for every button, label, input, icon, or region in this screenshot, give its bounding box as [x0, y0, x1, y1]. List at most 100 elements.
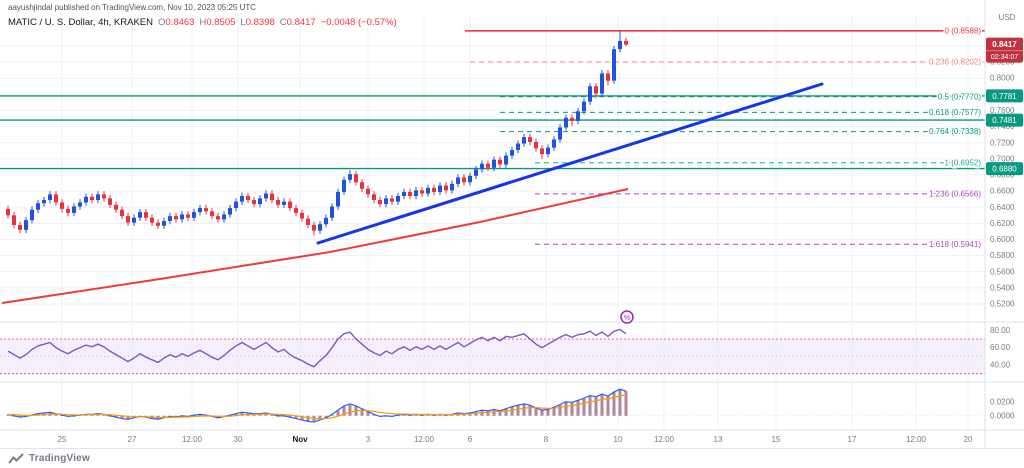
candle-body [420, 190, 424, 194]
candle-body [216, 216, 220, 220]
macd-hist-bar [426, 414, 430, 416]
candle-body [480, 163, 484, 170]
candles-layer [6, 30, 628, 236]
fib-label: 1.236 (0.6566) [929, 189, 981, 198]
price-tick: 0.7000 [990, 154, 1015, 163]
time-tick: 12:00 [906, 435, 927, 444]
price-tick: 0.6600 [990, 187, 1015, 196]
macd-hist-bar [492, 409, 496, 416]
candle-body [270, 193, 274, 201]
blue-trendline[interactable] [316, 82, 824, 245]
footer-bar: TradingView [0, 448, 1024, 468]
time-axis[interactable]: 25 27 12:00 30 Nov 3 12:00 6 8 10 12:00 13 15 17 12:00… [58, 435, 973, 444]
symbol-title[interactable]: MATIC / U. S. Dollar, 4h, KRAKEN [8, 17, 154, 28]
macd-hist-bar [606, 396, 610, 416]
macd-hist-bar [294, 415, 298, 419]
candle-body [228, 208, 232, 215]
time-tick: 25 [58, 435, 67, 444]
price-axis[interactable]: 0.84000.82000.80000.78000.76000.74000.72… [986, 37, 1023, 309]
candle-body [222, 214, 226, 220]
candle-body [456, 177, 460, 184]
fib-label: 0.618 (0.7577) [929, 108, 981, 117]
candle-body [426, 187, 430, 194]
candle-body [6, 208, 10, 216]
candle-body [18, 225, 22, 230]
macd-hist-bar [552, 407, 556, 416]
candle-body [528, 137, 532, 142]
macd-hist-bar [534, 408, 538, 416]
time-tick: 8 [544, 435, 549, 444]
red-trendline[interactable] [1, 188, 629, 304]
price-tick: 0.6400 [990, 203, 1015, 212]
candle-body [408, 191, 412, 196]
candle-body [330, 206, 334, 218]
chart-legend: MATIC / U. S. Dollar, 4h, KRAKEN O0.8463 H… [8, 17, 397, 28]
candle-body [378, 200, 382, 205]
macd-tick: 0.0000 [990, 411, 1015, 420]
time-tick: 12:00 [182, 435, 203, 444]
candle-body [240, 195, 244, 202]
macd-hist-bar [546, 409, 550, 416]
macd-hist-bar [18, 415, 22, 418]
rsi-line [7, 328, 627, 368]
macd-panel[interactable]: 0.0200 0.0000 [0, 388, 1015, 423]
candle-body [36, 203, 40, 210]
candle-body [498, 159, 502, 165]
macd-hist-bar [336, 410, 340, 416]
time-tick: 3 [366, 435, 371, 444]
tradingview-logo[interactable]: TradingView [8, 452, 90, 465]
time-tick: 17 [848, 435, 857, 444]
candle-body [54, 194, 58, 203]
level-badge [986, 113, 1023, 127]
candle-body [198, 208, 202, 213]
svg-text:0.7481: 0.7481 [992, 116, 1017, 125]
current-price-badge [986, 37, 1023, 63]
candle-body [366, 188, 370, 195]
macd-hist-bar [528, 405, 532, 416]
ohlc-high-value: 0.8505 [206, 17, 236, 28]
tradingview-logo-icon [8, 452, 24, 464]
macd-hist-bar [54, 413, 58, 416]
price-tick: 0.7400 [990, 122, 1015, 131]
candle-body [264, 193, 268, 199]
fib-label: 0.5 (0.7770) [938, 92, 981, 101]
macd-hist-bar [402, 414, 406, 416]
price-tick: 0.6000 [990, 235, 1015, 244]
ohlc-open-value: 0.8463 [165, 17, 195, 28]
indicator-marker-icon[interactable]: % [620, 310, 634, 324]
fib-label: 1.618 (0.5941) [929, 240, 981, 249]
candle-body [60, 202, 64, 209]
candle-body [390, 198, 394, 202]
candle-body [342, 179, 346, 192]
candle-body [444, 185, 448, 191]
candle-body [618, 40, 622, 50]
current-price-value: 0.8417 [992, 40, 1017, 49]
attribution-text: aayushjindal published on TradingView.co… [8, 3, 257, 12]
candle-body [150, 217, 154, 223]
macd-hist-bar [120, 415, 124, 419]
macd-hist-bar [624, 391, 628, 416]
candle-body [30, 209, 34, 221]
macd-hist-bar [558, 404, 562, 416]
candle-body [402, 191, 406, 196]
price-tick: 0.7200 [990, 138, 1015, 147]
candle-body [384, 198, 388, 205]
currency-label[interactable]: USD [998, 13, 1016, 22]
rsi-panel[interactable]: 80.00 60.00 40.00 [0, 326, 1011, 375]
price-tick: 0.5400 [990, 283, 1015, 292]
macd-hist-bar [570, 402, 574, 416]
macd-hist-bar [270, 414, 274, 416]
candle-body [132, 217, 136, 223]
panel-separators [0, 0, 1024, 448]
candle-body [96, 194, 100, 201]
chart-canvas[interactable]: 0 (0.8588) 0.236 (0.8202) 0.5 (0.7770) 0.61… [0, 0, 1024, 448]
candle-body [90, 196, 94, 201]
rsi-tick: 40.00 [990, 361, 1011, 370]
candle-body [546, 147, 550, 155]
macd-hist-bar [414, 414, 418, 416]
candle-body [258, 198, 262, 205]
ohlc-close-key: C [279, 17, 287, 28]
svg-text:0.6880: 0.6880 [992, 165, 1017, 174]
rsi-tick: 80.00 [990, 326, 1011, 335]
